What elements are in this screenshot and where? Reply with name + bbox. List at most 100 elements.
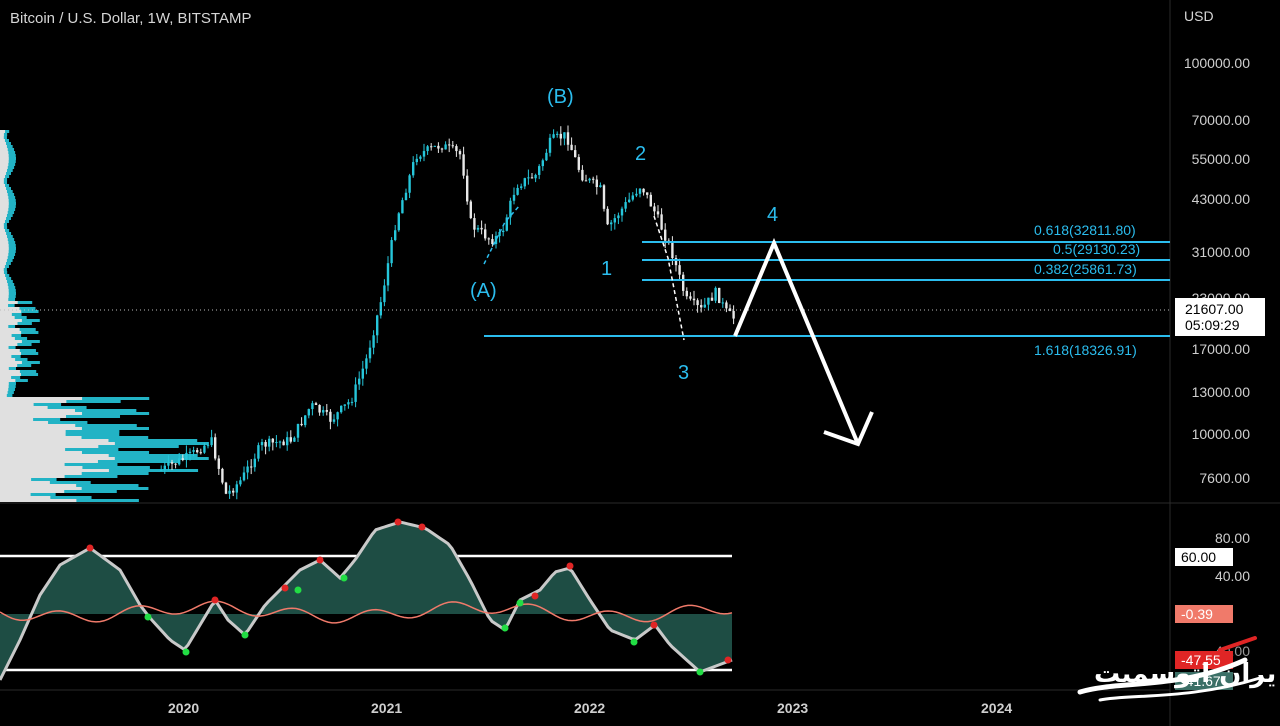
volume-bar-inner xyxy=(0,460,98,463)
x-label: 2023 xyxy=(777,700,809,716)
volume-bar-inner xyxy=(0,391,8,394)
indicator-level-label: 40.00 xyxy=(1214,568,1250,584)
candle xyxy=(624,197,627,213)
volume-bar-inner xyxy=(0,187,7,190)
candle xyxy=(264,439,267,455)
candle xyxy=(311,400,314,416)
bar-countdown: 05:09:29 xyxy=(1185,317,1240,333)
candle xyxy=(703,297,706,309)
candle xyxy=(556,131,559,138)
candle xyxy=(649,192,652,207)
candle xyxy=(476,225,480,233)
wave-label-b: (B) xyxy=(547,86,574,108)
candle xyxy=(732,305,735,325)
volume-bar-inner xyxy=(0,424,76,427)
volume-bar-inner xyxy=(0,295,9,298)
volume-bar-inner xyxy=(0,223,4,226)
volume-bar-inner xyxy=(0,184,5,187)
candle xyxy=(170,459,174,470)
volume-bar-inner xyxy=(0,493,31,496)
candle xyxy=(642,188,645,196)
candle xyxy=(271,438,274,451)
volume-bar-inner xyxy=(0,190,7,193)
candle xyxy=(354,377,357,408)
candle xyxy=(458,149,462,160)
candle xyxy=(451,140,454,149)
candle xyxy=(196,447,199,454)
candle xyxy=(728,304,732,312)
candle xyxy=(588,177,591,184)
volume-bar-inner xyxy=(0,235,8,238)
fibonacci-levels xyxy=(484,241,1170,337)
candle xyxy=(718,287,721,304)
candle xyxy=(656,205,660,218)
candle xyxy=(664,223,667,249)
candle xyxy=(512,187,516,205)
volume-bar-inner xyxy=(0,271,4,274)
volume-bar-inner xyxy=(0,409,75,412)
volume-bar-inner xyxy=(0,139,5,142)
candle xyxy=(217,455,220,475)
crossover-dot xyxy=(241,631,249,639)
candle xyxy=(437,142,440,153)
price-label: 17000.00 xyxy=(1191,341,1250,357)
volume-bar-inner xyxy=(0,238,8,241)
price-label: 55000.00 xyxy=(1191,151,1250,167)
volume-bar-inner xyxy=(0,334,12,337)
volume-bar-inner xyxy=(0,172,7,175)
candle xyxy=(401,197,404,214)
volume-bar-inner xyxy=(0,400,67,403)
candle xyxy=(480,220,483,235)
volume-bar-inner xyxy=(0,175,6,178)
candle xyxy=(343,404,346,411)
volume-bar-inner xyxy=(0,370,20,373)
projection-arrow xyxy=(733,237,874,447)
volume-bar-inner xyxy=(0,241,9,244)
volume-bar-inner xyxy=(0,325,9,328)
candle xyxy=(426,144,429,155)
candle xyxy=(595,175,598,195)
volume-bar-inner xyxy=(0,352,22,355)
candle xyxy=(487,237,490,245)
candle xyxy=(185,445,188,468)
candle xyxy=(379,296,382,319)
signal-line xyxy=(0,600,733,624)
volume-bar-inner xyxy=(0,301,18,304)
volume-bar-inner xyxy=(0,250,9,253)
candle xyxy=(350,397,354,406)
oscillator-area xyxy=(0,522,732,680)
candle xyxy=(516,184,519,196)
candle xyxy=(278,440,282,449)
candle xyxy=(566,125,570,151)
candle xyxy=(246,460,249,480)
volume-bar-inner xyxy=(0,364,18,367)
candle xyxy=(602,184,606,212)
candle xyxy=(631,192,634,202)
volume-bar-inner xyxy=(0,229,6,232)
candle xyxy=(422,143,426,162)
volume-bar-inner xyxy=(0,475,65,478)
candle xyxy=(678,258,681,280)
wave-label-2: 2 xyxy=(635,143,647,165)
candle xyxy=(570,137,573,151)
crossover-dot xyxy=(294,586,302,594)
candle xyxy=(372,330,375,355)
volume-bar-inner xyxy=(0,466,83,469)
candle xyxy=(390,237,393,267)
volume-bar-inner xyxy=(0,169,7,172)
candle xyxy=(199,448,202,455)
candle xyxy=(653,202,656,216)
volume-bar-inner xyxy=(0,472,82,475)
candle xyxy=(322,406,325,416)
volume-bar-inner xyxy=(0,313,12,316)
candle xyxy=(307,408,310,419)
volume-bar-inner xyxy=(0,193,8,196)
indicator-level-label: 80.00 xyxy=(1214,530,1250,546)
volume-bar-inner xyxy=(0,361,22,364)
candle xyxy=(617,212,620,225)
candle xyxy=(286,431,289,451)
volume-bar-inner xyxy=(0,439,109,442)
volume-bar-inner xyxy=(0,331,22,334)
volume-bar-inner xyxy=(0,319,22,322)
